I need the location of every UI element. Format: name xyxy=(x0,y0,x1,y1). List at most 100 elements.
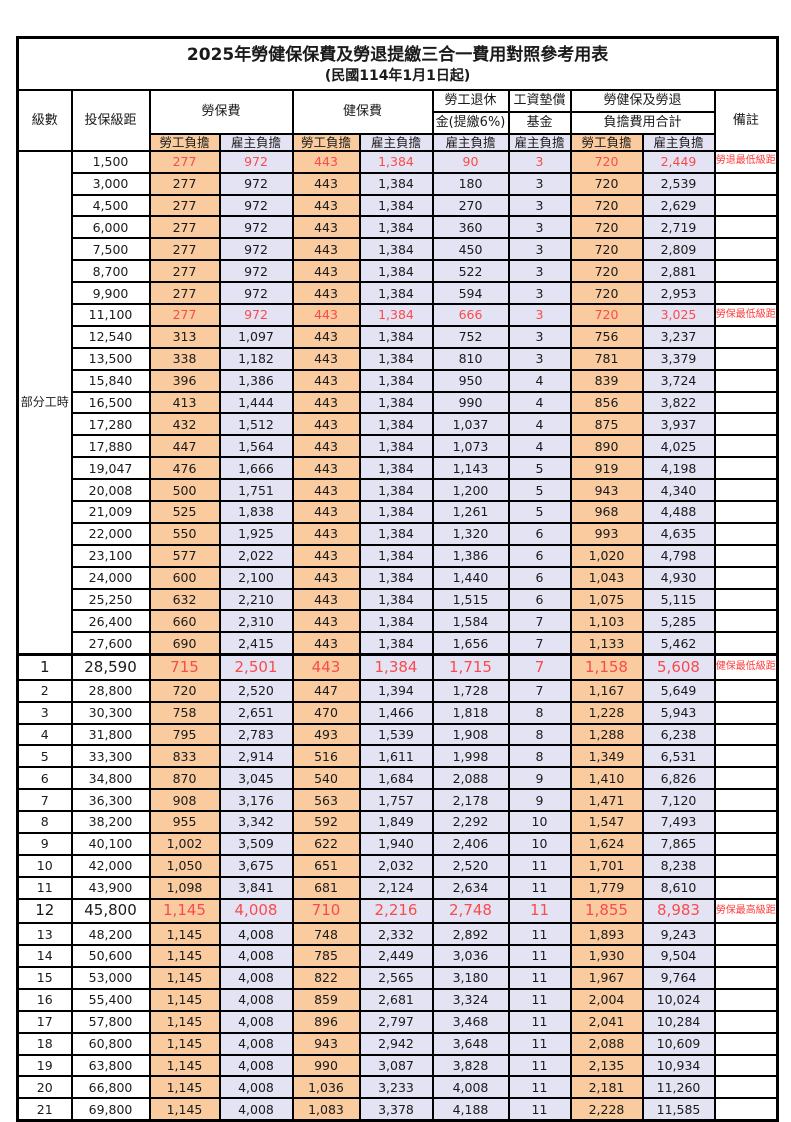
labor-employer-cell: 3,675 xyxy=(218,853,294,878)
health-employee-cell: 443 xyxy=(291,478,361,503)
bracket-cell: 60,800 xyxy=(70,1031,151,1056)
labor-employee-cell: 1,002 xyxy=(148,832,221,856)
header-level: 級數 xyxy=(16,89,73,152)
wage-fund-employer-cell: 4 xyxy=(507,390,572,415)
bracket-cell: 1,500 xyxy=(70,149,151,174)
wage-fund-employer-cell: 3 xyxy=(507,193,572,218)
table-row: 9 40,100 1,002 3,509 622 1,940 2,406 10 1,624 7,8… xyxy=(16,832,779,856)
health-employer-cell: 1,384 xyxy=(358,478,434,503)
pension-employer-cell: 522 xyxy=(431,259,510,284)
health-employer-cell: 2,449 xyxy=(358,944,434,968)
labor-employer-cell: 3,045 xyxy=(218,766,294,791)
wage-fund-employer-cell: 11 xyxy=(507,922,572,947)
page-subtitle: (民國114年1月1日起) xyxy=(324,68,471,85)
bracket-cell: 28,590 xyxy=(70,653,151,681)
bracket-cell: 34,800 xyxy=(70,766,151,791)
health-employer-cell: 1,384 xyxy=(358,456,434,481)
total-employee-cell: 1,410 xyxy=(569,766,644,791)
total-employee-cell: 1,158 xyxy=(569,653,644,681)
level-cell: 2 xyxy=(16,678,73,703)
wage-fund-employer-cell: 11 xyxy=(507,1031,572,1056)
labor-employer-cell: 972 xyxy=(218,193,294,218)
labor-employee-cell: 908 xyxy=(148,788,221,813)
header-health-employee: 勞工負擔 xyxy=(291,132,361,152)
level-cell: 1 xyxy=(16,653,73,681)
health-employee-cell: 710 xyxy=(291,897,361,925)
health-employee-cell: 443 xyxy=(291,521,361,546)
health-employee-cell: 563 xyxy=(291,788,361,813)
table-row: 3,000 277 972 443 1,384 180 3 720 2,539 xyxy=(18,171,779,196)
health-employee-cell: 443 xyxy=(291,653,361,681)
total-employer-cell: 4,025 xyxy=(641,434,716,459)
pension-employer-cell: 752 xyxy=(431,324,510,349)
health-employer-cell: 2,797 xyxy=(358,1009,434,1034)
labor-employer-cell: 4,008 xyxy=(218,1009,294,1034)
pension-employer-cell: 2,892 xyxy=(431,922,510,947)
remark-cell: 勞保最低級距 xyxy=(713,303,779,327)
pension-employer-cell: 3,180 xyxy=(431,965,510,990)
bracket-cell: 42,000 xyxy=(70,853,151,878)
remark-cell xyxy=(713,1053,779,1078)
pension-employer-cell: 270 xyxy=(431,193,510,218)
bracket-cell: 30,300 xyxy=(70,700,151,725)
table-row: 25,250 632 2,210 443 1,384 1,515 6 1,075 5,115 xyxy=(18,587,779,612)
header-wage-fund-line2: 基金 xyxy=(507,110,572,135)
total-employer-cell: 2,809 xyxy=(641,237,716,262)
table-row: 4 31,800 795 2,783 493 1,539 1,908 8 1,288 6,238 xyxy=(16,722,779,747)
level-cell: 8 xyxy=(16,810,73,834)
wage-fund-employer-cell: 3 xyxy=(507,346,572,371)
bracket-cell: 23,100 xyxy=(70,543,151,568)
level-cell: 17 xyxy=(16,1009,73,1034)
wage-fund-employer-cell: 4 xyxy=(507,434,572,459)
health-employer-cell: 2,565 xyxy=(358,965,434,990)
health-employee-cell: 447 xyxy=(291,678,361,703)
header-pension-line2: 金(提繳6%) xyxy=(431,110,510,135)
wage-fund-employer-cell: 11 xyxy=(507,944,572,968)
health-employer-cell: 1,940 xyxy=(358,832,434,856)
health-employer-cell: 2,942 xyxy=(358,1031,434,1056)
wage-fund-employer-cell: 11 xyxy=(507,853,572,878)
labor-employee-cell: 432 xyxy=(148,412,221,437)
total-employee-cell: 1,967 xyxy=(569,965,644,990)
wage-fund-employer-cell: 7 xyxy=(507,631,572,656)
labor-employee-cell: 550 xyxy=(148,521,221,546)
total-employer-cell: 2,539 xyxy=(641,171,716,196)
pension-employer-cell: 1,715 xyxy=(431,653,510,681)
level-cell: 11 xyxy=(16,875,73,900)
health-employer-cell: 1,384 xyxy=(358,303,434,327)
total-employer-cell: 10,024 xyxy=(641,987,716,1012)
pension-employer-cell: 1,440 xyxy=(431,565,510,590)
labor-employee-cell: 525 xyxy=(148,500,221,524)
labor-employee-cell: 715 xyxy=(148,653,221,681)
health-employee-cell: 443 xyxy=(291,303,361,327)
labor-employer-cell: 4,008 xyxy=(218,1075,294,1100)
health-employee-cell: 622 xyxy=(291,832,361,856)
table-row: 19,047 476 1,666 443 1,384 1,143 5 919 4,198 xyxy=(18,456,779,481)
title-cell: 2025年勞健保保費及勞退提繳三合一費用對照參考用表 (民國114年1月1日起) xyxy=(16,36,779,91)
health-employer-cell: 1,394 xyxy=(358,678,434,703)
health-employee-cell: 443 xyxy=(291,149,361,174)
labor-employer-cell: 4,008 xyxy=(218,1053,294,1078)
level-cell: 7 xyxy=(16,788,73,813)
health-employer-cell: 1,384 xyxy=(358,521,434,546)
remark-cell xyxy=(713,390,779,415)
health-employer-cell: 1,384 xyxy=(358,259,434,284)
total-employee-cell: 1,020 xyxy=(569,543,644,568)
labor-employer-cell: 4,008 xyxy=(218,944,294,968)
health-employer-cell: 1,384 xyxy=(358,412,434,437)
pension-employer-cell: 1,656 xyxy=(431,631,510,656)
health-employer-cell: 1,384 xyxy=(358,171,434,196)
table-row: 26,400 660 2,310 443 1,384 1,584 7 1,103 5,285 xyxy=(18,609,779,634)
health-employee-cell: 443 xyxy=(291,368,361,393)
labor-employee-cell: 600 xyxy=(148,565,221,590)
header-total-line1: 勞健保及勞退 xyxy=(569,89,716,113)
remark-cell xyxy=(713,722,779,747)
remark-cell xyxy=(713,1097,779,1122)
pension-employer-cell: 594 xyxy=(431,281,510,306)
wage-fund-employer-cell: 5 xyxy=(507,478,572,503)
total-employer-cell: 5,649 xyxy=(641,678,716,703)
labor-employee-cell: 690 xyxy=(148,631,221,656)
labor-employer-cell: 2,783 xyxy=(218,722,294,747)
labor-employer-cell: 1,564 xyxy=(218,434,294,459)
header-labor-employer: 雇主負擔 xyxy=(218,132,294,152)
